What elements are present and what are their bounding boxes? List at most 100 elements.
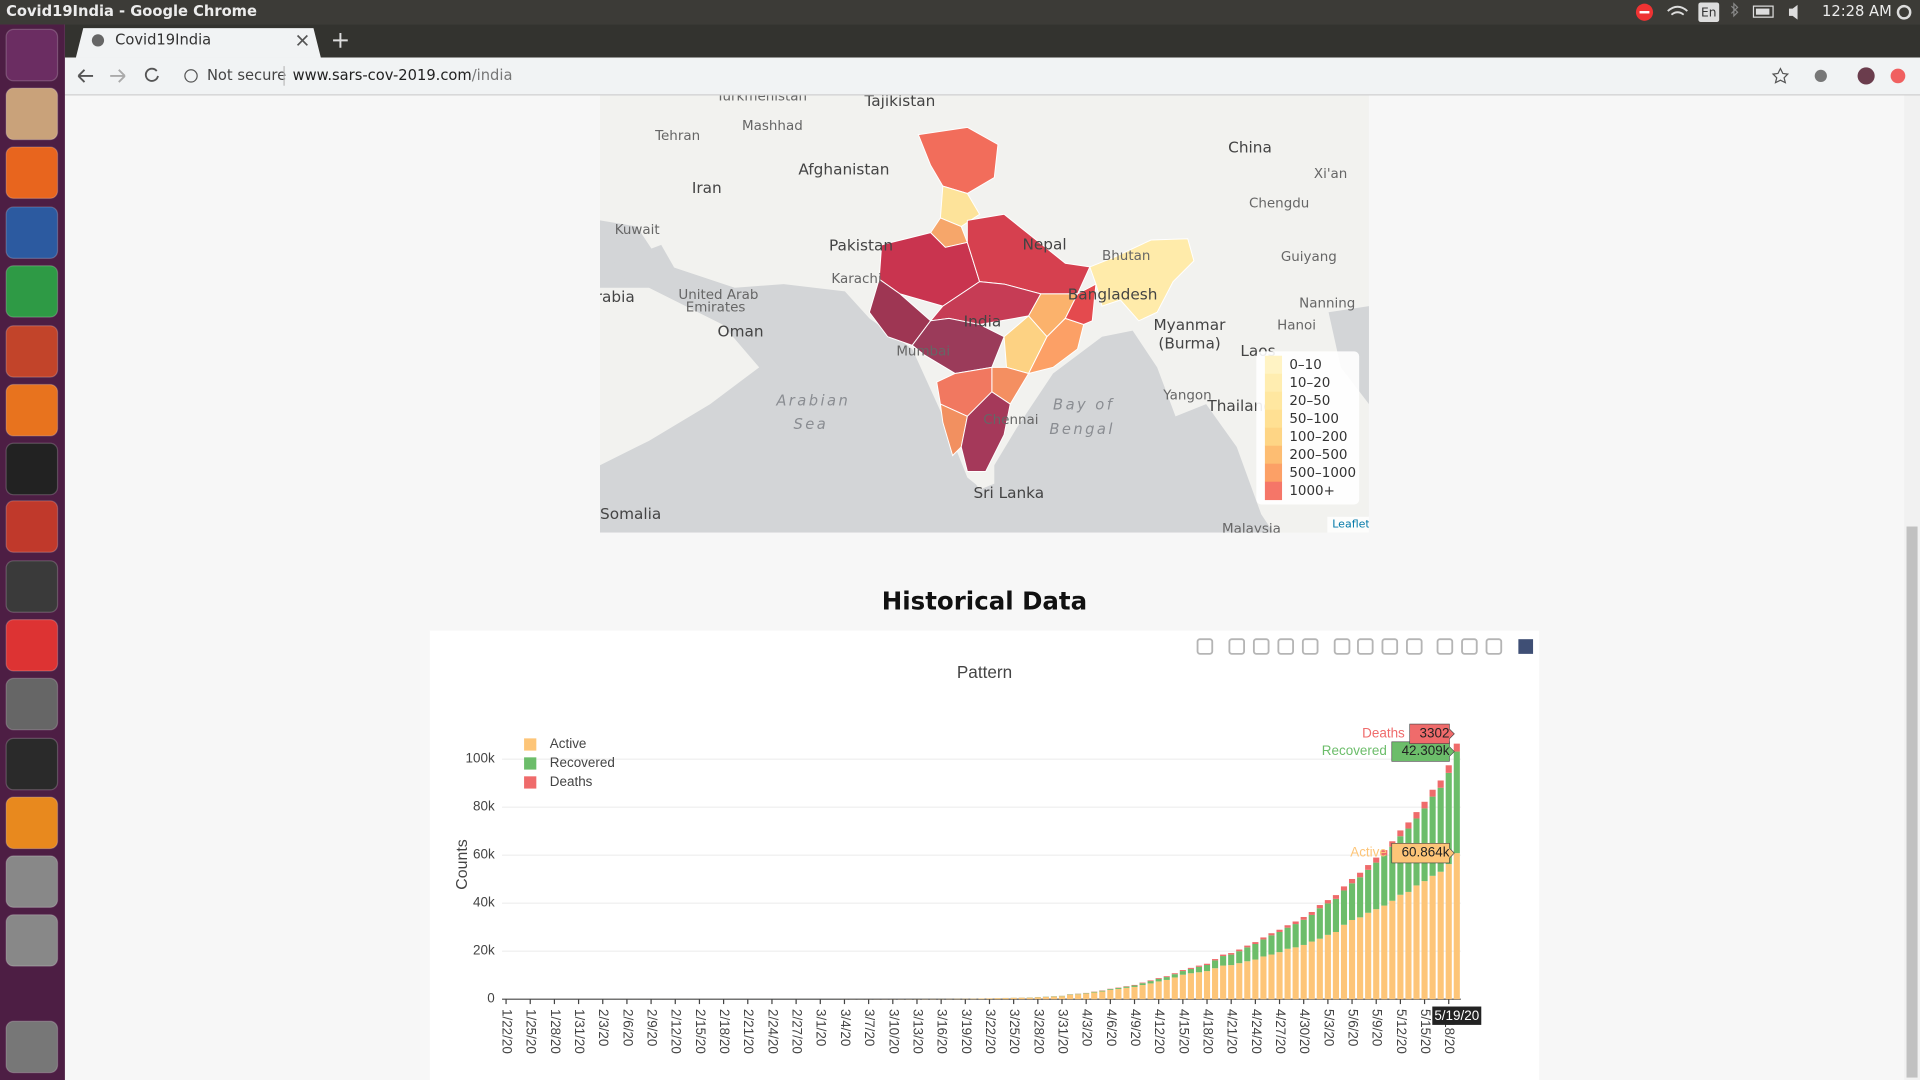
modebar-button[interactable] [1485,638,1503,655]
launcher-icon[interactable] [5,325,59,378]
launcher-icon[interactable] [5,914,59,967]
bar [986,998,993,1000]
new-tab[interactable] [333,33,348,48]
bar [1316,908,1323,939]
bar [1389,900,1396,1000]
bar [1429,875,1436,1000]
profile-avatar[interactable] [1857,67,1875,85]
back-button[interactable] [77,69,94,83]
plotly-logo[interactable] [1518,639,1534,654]
launcher-icon[interactable] [5,1020,59,1074]
attribution-link[interactable]: Leaflet [1332,518,1370,531]
bar [1292,924,1299,948]
bar [1252,943,1259,960]
bar [1373,909,1380,1000]
url-path: /india [472,67,513,84]
launcher-icon[interactable] [5,796,59,850]
x-tick-label: 4/24/20 [1249,1009,1264,1054]
bar [1220,965,1227,1000]
modebar-button[interactable] [1196,638,1214,655]
bar [1292,947,1299,1000]
legend-label[interactable]: Active [550,736,587,751]
modebar-button[interactable] [1461,638,1478,655]
launcher-icon[interactable] [5,737,59,791]
map[interactable]: Turkmenistan Tajikistan Tehran Mashhad A… [585,90,1370,537]
bar [1308,914,1315,942]
bar [1179,971,1186,975]
bar [1316,905,1323,909]
legend-label[interactable]: Recovered [550,755,615,770]
bar [1228,954,1235,966]
keyboard-indicator[interactable] [1698,2,1720,23]
launcher-icon[interactable] [5,677,59,731]
volume-icon[interactable] [1788,4,1798,20]
legend-swatch [1264,463,1283,483]
extension-icon[interactable] [1814,69,1827,83]
launcher-icon[interactable] [5,383,59,437]
modebar-button[interactable] [1333,638,1351,655]
modebar-button[interactable] [1381,638,1399,655]
launcher-icon[interactable] [5,87,59,141]
active-tab[interactable] [75,28,321,58]
map-label: India [964,313,1002,331]
launcher-icon[interactable] [5,500,59,553]
reload-button[interactable] [144,67,159,82]
bar [1357,877,1364,918]
forward-button[interactable] [110,69,126,83]
bluetooth-icon[interactable] [1730,2,1739,18]
bar [1300,919,1307,945]
launcher-icon[interactable] [5,855,59,908]
clock[interactable]: 12:28 AM [1822,3,1892,20]
y-tick-label: 80k [473,799,495,814]
tab-close[interactable] [296,34,308,46]
omnibox[interactable] [171,62,1798,91]
map-sea [600,220,1274,533]
legend-swatch[interactable] [524,738,537,751]
wifi-icon[interactable] [1667,5,1688,16]
bar [1050,996,1058,1000]
bookmark-star[interactable] [1771,67,1790,84]
y-tick-label: 0 [487,991,494,1006]
bar [1147,981,1154,984]
launcher-icon[interactable] [5,560,59,613]
modebar-button[interactable] [1406,638,1423,655]
launcher-icon[interactable] [5,146,59,199]
modebar-button[interactable] [1357,638,1374,655]
hover-box [1391,741,1455,762]
bar [1147,980,1154,982]
battery-icon[interactable] [1752,5,1774,18]
bar [1066,994,1074,1000]
x-tick-label: 3/13/20 [910,1009,925,1054]
status-icon [1639,11,1650,14]
launcher-icon[interactable] [5,28,59,82]
bar [1405,891,1412,1000]
update-icon[interactable] [1890,68,1906,84]
legend-swatch[interactable] [524,757,537,770]
modebar-button[interactable] [1436,638,1454,655]
legend-label[interactable]: Deaths [550,774,593,789]
map-label: Afghanistan [798,161,889,179]
modebar-button[interactable] [1277,638,1294,655]
bar [1244,945,1251,948]
launcher-icon[interactable] [5,206,59,259]
modebar-button[interactable] [1228,638,1245,655]
bar [1131,985,1138,987]
modebar-button[interactable] [1252,638,1270,655]
bar [1324,934,1331,1000]
x-tick-label: 3/19/20 [959,1009,974,1054]
bar [1123,987,1130,1000]
modebar-button[interactable] [1301,638,1319,655]
launcher-icon[interactable] [5,442,59,496]
settings-icon[interactable] [1896,4,1912,20]
bar [1421,801,1428,809]
legend-swatch[interactable] [524,776,537,789]
scrollbar-thumb[interactable] [1906,526,1918,1078]
info-icon[interactable] [184,69,198,83]
y-tick-label: 40k [473,895,495,910]
launcher-icon[interactable] [5,618,59,672]
launcher-icon[interactable] [5,265,59,318]
bar [1236,951,1243,964]
x-tick-label: 3/28/20 [1031,1009,1046,1054]
x-tick-label: 2/27/20 [790,1009,805,1054]
top-panel [0,0,1920,25]
